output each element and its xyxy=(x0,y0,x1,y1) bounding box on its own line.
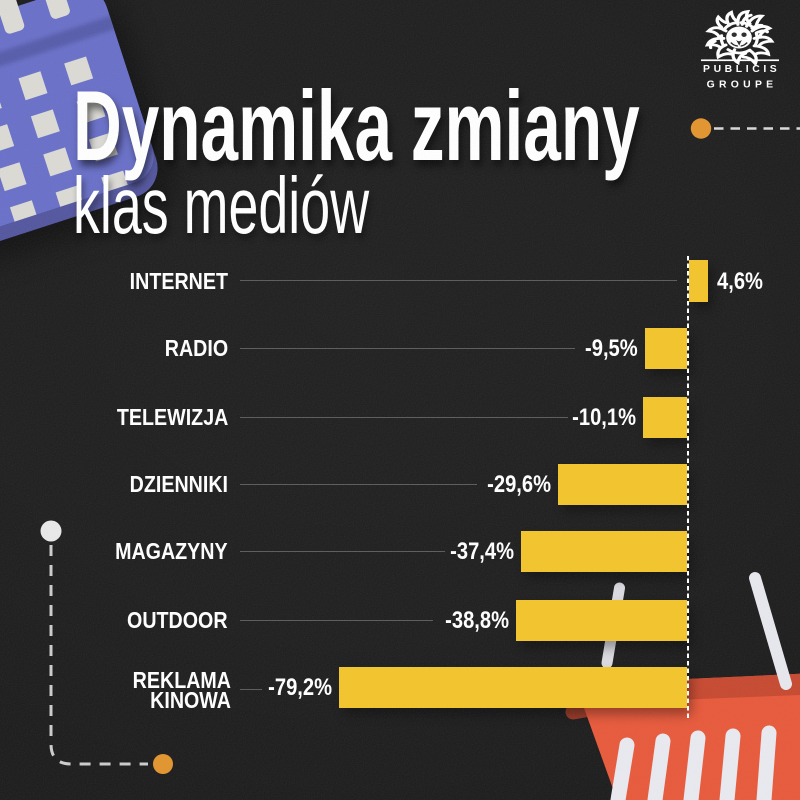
svg-text:PUBLICIS: PUBLICIS xyxy=(703,64,780,75)
svg-text:GROUPE: GROUPE xyxy=(707,79,778,90)
